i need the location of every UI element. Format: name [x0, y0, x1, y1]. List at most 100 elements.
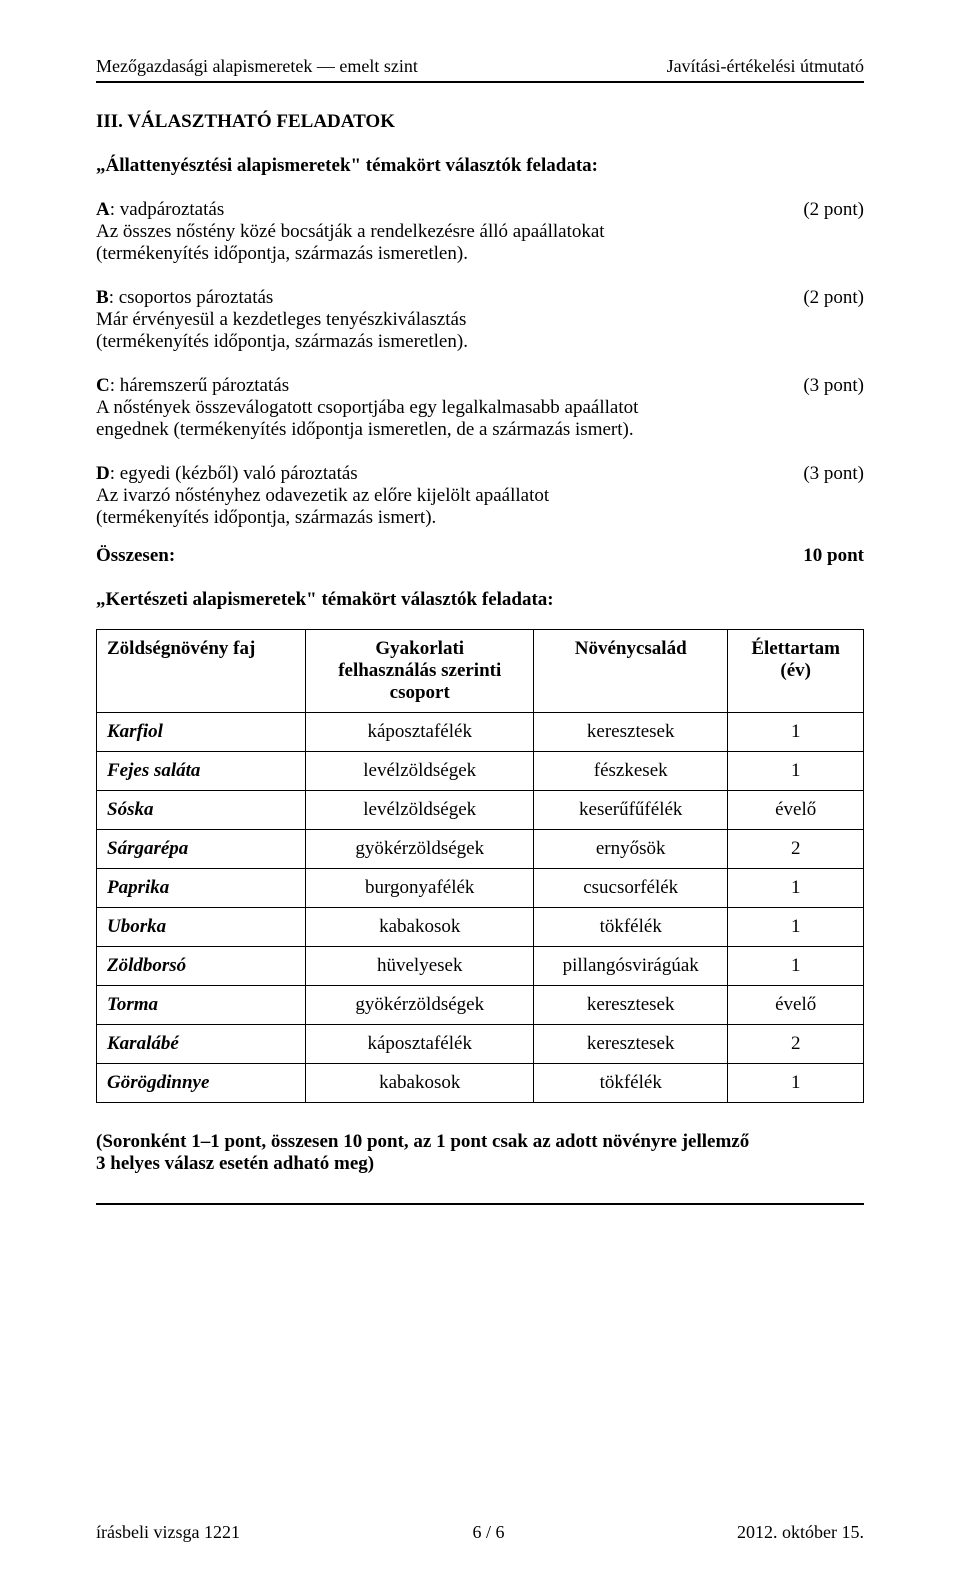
header-left: Mezőgazdasági alapismeretek — emelt szin… [96, 56, 418, 77]
table-row: Paprikaburgonyafélékcsucsorfélék1 [97, 869, 864, 908]
block-b: B: csoportos pároztatás (2 pont) Már érv… [96, 287, 864, 353]
cell-family: tökfélék [534, 908, 728, 947]
block-d-line2: Az ivarzó nőstényhez odavezetik az előre… [96, 485, 864, 507]
block-c-title: C: háremszerű pároztatás [96, 375, 289, 397]
block-c-line2: A nőstények összeválogatott csoportjába … [96, 397, 864, 419]
block-b-points: (2 pont) [803, 287, 864, 309]
cell-group: hüvelyesek [306, 947, 534, 986]
th-group: Gyakorlati felhasználás szerinti csoport [306, 630, 534, 713]
th-species: Zöldségnövény faj [97, 630, 306, 713]
block-b-line3: (termékenyítés időpontja, származás isme… [96, 331, 864, 353]
cell-family: pillangósvirágúak [534, 947, 728, 986]
block-d-title: D: egyedi (kézből) való pároztatás [96, 463, 358, 485]
footer-center: 6 / 6 [472, 1522, 504, 1543]
cell-family: keserűfűfélék [534, 791, 728, 830]
th-group-l1: Gyakorlati [316, 638, 523, 660]
cell-group: gyökérzöldségek [306, 986, 534, 1025]
cell-family: fészkesek [534, 752, 728, 791]
divider-top [96, 81, 864, 83]
cell-group: burgonyafélék [306, 869, 534, 908]
block-a-title: A: vadpároztatás [96, 199, 224, 221]
table-row: Tormagyökérzöldségekkeresztesekévelő [97, 986, 864, 1025]
page-footer: írásbeli vizsga 1221 6 / 6 2012. október… [96, 1522, 864, 1543]
subtitle-horticulture: „Kertészeti alapismeretek" témakört vála… [96, 589, 864, 611]
table-row: Zöldborsóhüvelyesekpillangósvirágúak1 [97, 947, 864, 986]
block-c-line3: engednek (termékenyítés időpontja ismere… [96, 419, 864, 441]
cell-family: tökfélék [534, 1064, 728, 1103]
cell-family: keresztesek [534, 1025, 728, 1064]
block-d-name: : egyedi (kézből) való pároztatás [110, 463, 358, 484]
cell-lifespan: 1 [728, 947, 864, 986]
cell-species: Karfiol [97, 713, 306, 752]
block-a-name: : vadpároztatás [110, 199, 224, 220]
header-right: Javítási-értékelési útmutató [667, 56, 864, 77]
block-a-points: (2 pont) [803, 199, 864, 221]
veg-table: Zöldségnövény faj Gyakorlati felhasználá… [96, 629, 864, 1103]
table-row: Sárgarépagyökérzöldségekernyősök2 [97, 830, 864, 869]
th-family: Növénycsalád [534, 630, 728, 713]
scoring-note-l1: (Soronként 1–1 pont, összesen 10 pont, a… [96, 1131, 864, 1153]
cell-lifespan: 2 [728, 830, 864, 869]
divider-bottom [96, 1203, 864, 1205]
block-d-points: (3 pont) [803, 463, 864, 485]
cell-species: Sárgarépa [97, 830, 306, 869]
section-title: III. VÁLASZTHATÓ FELADATOK [96, 111, 864, 133]
totals-label: Összesen: [96, 545, 175, 567]
cell-group: káposztafélék [306, 1025, 534, 1064]
cell-species: Zöldborsó [97, 947, 306, 986]
block-b-name: : csoportos pároztatás [109, 287, 274, 308]
cell-family: keresztesek [534, 713, 728, 752]
table-row: Karfiolkáposztafélékkeresztesek1 [97, 713, 864, 752]
th-lifespan-l1: Élettartam [738, 638, 853, 660]
cell-family: keresztesek [534, 986, 728, 1025]
page-header: Mezőgazdasági alapismeretek — emelt szin… [96, 56, 864, 77]
cell-lifespan: 1 [728, 1064, 864, 1103]
cell-lifespan: évelő [728, 986, 864, 1025]
table-row: Karalábékáposztafélékkeresztesek2 [97, 1025, 864, 1064]
cell-species: Uborka [97, 908, 306, 947]
cell-lifespan: 1 [728, 713, 864, 752]
cell-species: Fejes saláta [97, 752, 306, 791]
cell-species: Sóska [97, 791, 306, 830]
table-row: Sóskalevélzöldségekkeserűfűfélékévelő [97, 791, 864, 830]
subtitle-animal: „Állattenyésztési alapismeretek" témakör… [96, 155, 864, 177]
block-c-points: (3 pont) [803, 375, 864, 397]
cell-group: kabakosok [306, 1064, 534, 1103]
cell-group: káposztafélék [306, 713, 534, 752]
cell-lifespan: évelő [728, 791, 864, 830]
table-header-row: Zöldségnövény faj Gyakorlati felhasználá… [97, 630, 864, 713]
block-a: A: vadpároztatás (2 pont) Az összes nőst… [96, 199, 864, 265]
cell-species: Karalábé [97, 1025, 306, 1064]
block-c: C: háremszerű pároztatás (3 pont) A nőst… [96, 375, 864, 441]
cell-lifespan: 1 [728, 908, 864, 947]
table-row: Uborkakabakosoktökfélék1 [97, 908, 864, 947]
cell-lifespan: 2 [728, 1025, 864, 1064]
totals-row: Összesen: 10 pont [96, 545, 864, 567]
block-a-line2: Az összes nőstény közé bocsátják a rende… [96, 221, 864, 243]
block-b-line2: Már érvényesül a kezdetleges tenyészkivá… [96, 309, 864, 331]
cell-group: kabakosok [306, 908, 534, 947]
cell-group: levélzöldségek [306, 791, 534, 830]
block-c-name: : háremszerű pároztatás [110, 375, 289, 396]
block-c-label: C [96, 375, 110, 396]
cell-group: gyökérzöldségek [306, 830, 534, 869]
footer-left: írásbeli vizsga 1221 [96, 1522, 240, 1543]
page: Mezőgazdasági alapismeretek — emelt szin… [0, 0, 960, 1583]
th-group-l2: felhasználás szerinti [316, 660, 523, 682]
block-d-label: D [96, 463, 110, 484]
cell-species: Paprika [97, 869, 306, 908]
th-group-l3: csoport [316, 682, 523, 704]
veg-table-head: Zöldségnövény faj Gyakorlati felhasználá… [97, 630, 864, 713]
th-lifespan: Élettartam (év) [728, 630, 864, 713]
table-row: Görögdinnyekabakosoktökfélék1 [97, 1064, 864, 1103]
block-b-title: B: csoportos pároztatás [96, 287, 273, 309]
block-a-line3: (termékenyítés időpontja, származás isme… [96, 243, 864, 265]
block-d: D: egyedi (kézből) való pároztatás (3 po… [96, 463, 864, 529]
scoring-note-l2: 3 helyes válasz esetén adható meg) [96, 1153, 864, 1175]
cell-group: levélzöldségek [306, 752, 534, 791]
footer-right: 2012. október 15. [737, 1522, 864, 1543]
th-lifespan-l2: (év) [738, 660, 853, 682]
cell-family: ernyősök [534, 830, 728, 869]
cell-lifespan: 1 [728, 869, 864, 908]
cell-species: Görögdinnye [97, 1064, 306, 1103]
